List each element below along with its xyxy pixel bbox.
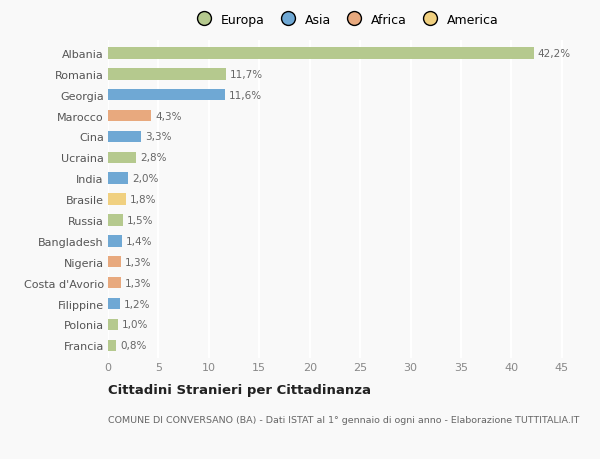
Bar: [108, 69, 226, 80]
Text: 1,5%: 1,5%: [127, 216, 154, 225]
Text: 11,7%: 11,7%: [230, 70, 263, 80]
Bar: [108, 340, 116, 351]
Bar: [108, 319, 118, 330]
Bar: [108, 298, 120, 309]
Text: Cittadini Stranieri per Cittadinanza: Cittadini Stranieri per Cittadinanza: [108, 383, 371, 396]
Bar: [108, 194, 126, 205]
Text: 1,2%: 1,2%: [124, 299, 151, 309]
Bar: [108, 215, 123, 226]
Text: 3,3%: 3,3%: [145, 132, 172, 142]
Text: 1,3%: 1,3%: [125, 278, 152, 288]
Bar: [108, 277, 121, 289]
Text: COMUNE DI CONVERSANO (BA) - Dati ISTAT al 1° gennaio di ogni anno - Elaborazione: COMUNE DI CONVERSANO (BA) - Dati ISTAT a…: [108, 415, 580, 425]
Bar: [108, 257, 121, 268]
Text: 2,0%: 2,0%: [132, 174, 158, 184]
Bar: [108, 131, 141, 143]
Bar: [108, 48, 533, 60]
Text: 1,3%: 1,3%: [125, 257, 152, 267]
Bar: [108, 111, 151, 122]
Bar: [108, 235, 122, 247]
Text: 42,2%: 42,2%: [538, 49, 571, 59]
Legend: Europa, Asia, Africa, America: Europa, Asia, Africa, America: [188, 11, 502, 29]
Text: 1,4%: 1,4%: [126, 236, 152, 246]
Bar: [108, 152, 136, 164]
Text: 11,6%: 11,6%: [229, 90, 262, 101]
Bar: [108, 90, 225, 101]
Text: 2,8%: 2,8%: [140, 153, 167, 163]
Text: 1,8%: 1,8%: [130, 195, 157, 205]
Text: 1,0%: 1,0%: [122, 319, 148, 330]
Text: 4,3%: 4,3%: [155, 112, 182, 121]
Bar: [108, 173, 128, 185]
Text: 0,8%: 0,8%: [120, 341, 146, 351]
